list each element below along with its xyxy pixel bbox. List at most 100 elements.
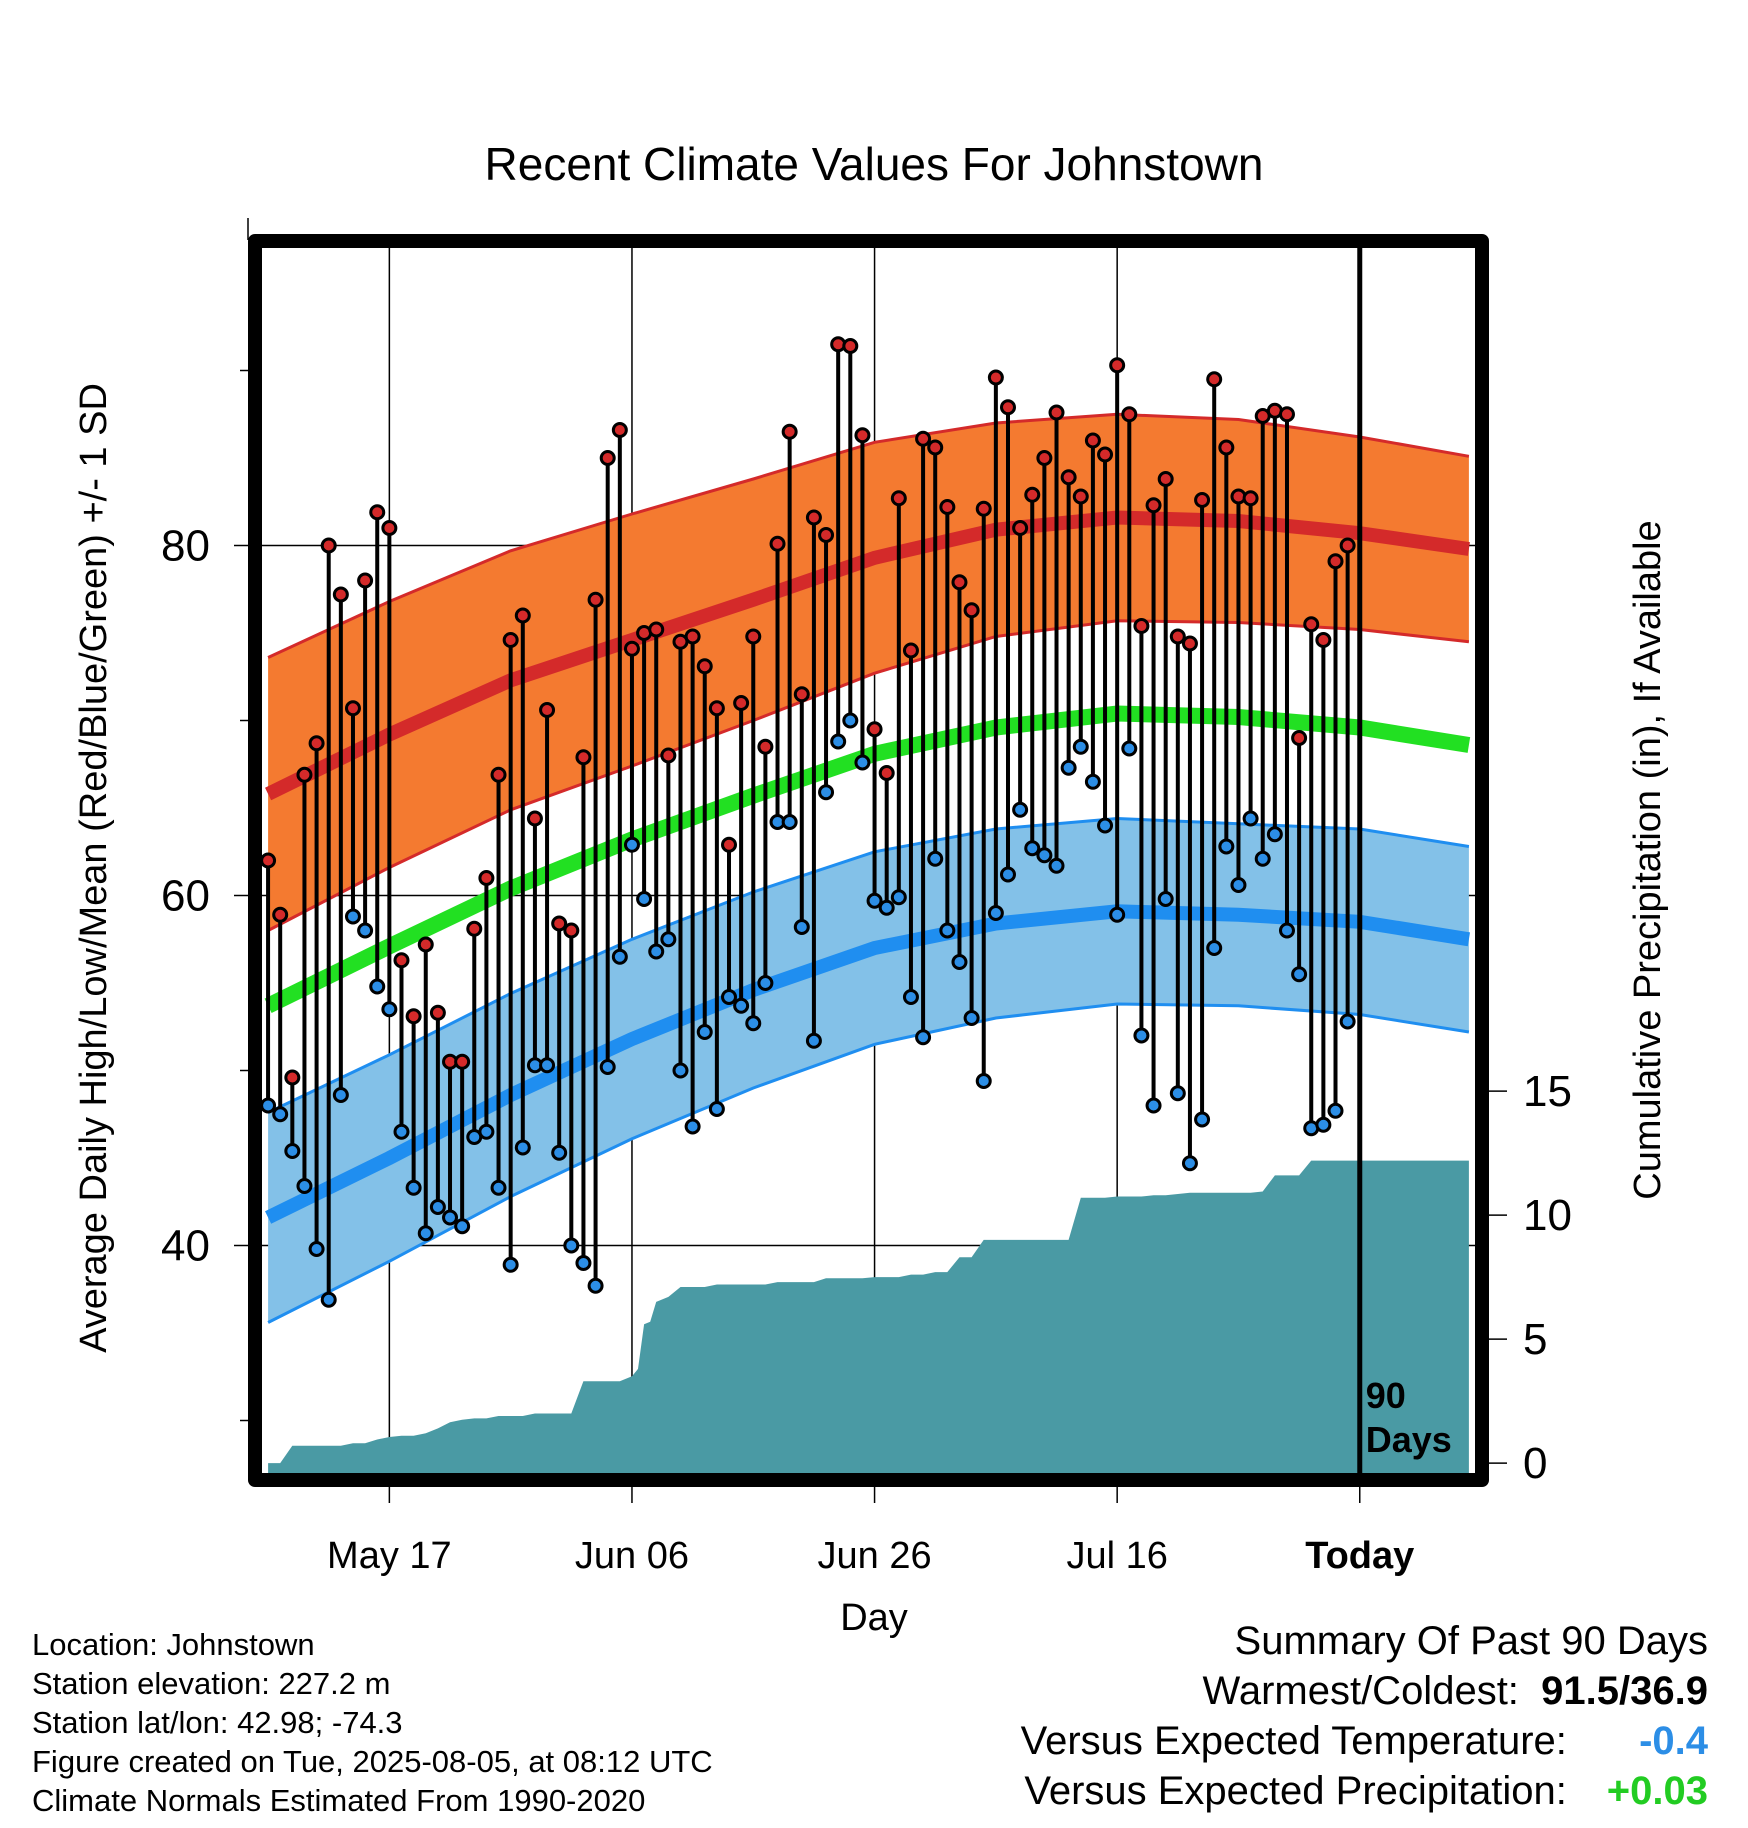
- high-point: [781, 423, 798, 440]
- high-point: [1157, 471, 1174, 487]
- low-point: [1315, 1116, 1332, 1133]
- low-point: [1121, 740, 1138, 757]
- low-point: [1327, 1102, 1344, 1119]
- low-point: [733, 997, 750, 1014]
- low-point: [514, 1139, 531, 1156]
- high-point: [1242, 490, 1259, 507]
- low-point: [1169, 1085, 1186, 1102]
- high-point: [539, 702, 556, 718]
- high-point: [1024, 486, 1041, 503]
- high-point: [1048, 404, 1065, 421]
- created-text: Figure created on Tue, 2025-08-05, at 08…: [32, 1744, 713, 1779]
- low-point: [1048, 857, 1065, 874]
- low-point: [344, 908, 361, 925]
- low-point: [1145, 1097, 1162, 1114]
- low-point: [890, 889, 907, 906]
- x-tick-label-1: Jun 06: [575, 1535, 689, 1577]
- high-point: [1097, 446, 1114, 463]
- low-point: [599, 1059, 616, 1075]
- low-point: [429, 1199, 446, 1215]
- high-point: [611, 422, 628, 438]
- normals-text: Climate Normals Estimated From 1990-2020: [32, 1783, 646, 1818]
- high-point: [344, 700, 361, 717]
- high-point: [951, 574, 968, 591]
- warm-cold-label: Warmest/Coldest:: [1202, 1669, 1519, 1713]
- low-point: [636, 891, 653, 907]
- high-point: [866, 721, 883, 738]
- low-point: [684, 1118, 701, 1135]
- low-point: [1036, 847, 1053, 864]
- low-point: [611, 948, 628, 965]
- low-point: [587, 1277, 604, 1294]
- high-point: [987, 369, 1004, 386]
- low-point: [1157, 891, 1174, 907]
- precip-anomaly-label: Versus Expected Precipitation:: [1024, 1769, 1567, 1813]
- high-point: [1109, 357, 1126, 374]
- low-point: [1230, 877, 1247, 893]
- low-point: [696, 1024, 713, 1040]
- high-point: [1060, 469, 1077, 486]
- high-point: [1169, 628, 1186, 645]
- low-point: [866, 892, 883, 909]
- high-point: [514, 607, 531, 624]
- low-point: [818, 784, 835, 801]
- high-point: [1218, 439, 1235, 456]
- low-point: [1084, 773, 1101, 790]
- high-point: [551, 915, 568, 932]
- high-point: [1133, 618, 1150, 634]
- y-tick-label-1: 60: [161, 872, 210, 921]
- high-point: [466, 920, 483, 937]
- low-point: [1254, 850, 1271, 867]
- high-point: [1194, 492, 1211, 508]
- high-point: [1036, 450, 1053, 466]
- high-point: [696, 658, 713, 675]
- low-point: [951, 954, 968, 970]
- high-point: [890, 490, 907, 507]
- high-point: [854, 427, 871, 444]
- low-point: [369, 978, 386, 995]
- y2-tick-label-2: 10: [1523, 1191, 1572, 1240]
- y-axis-label: Average Daily High/Low/Mean (Red/Blue/Gr…: [73, 383, 115, 1353]
- low-point: [417, 1225, 434, 1242]
- low-sd-band: [268, 818, 1469, 1323]
- low-point: [963, 1010, 980, 1026]
- high-point: [939, 499, 956, 515]
- high-point: [1181, 635, 1198, 652]
- high-point: [1012, 520, 1029, 536]
- high-point: [1303, 616, 1320, 633]
- low-point: [308, 1241, 325, 1257]
- slash-separator: /: [1619, 1669, 1631, 1713]
- high-point: [660, 747, 677, 764]
- high-point: [599, 450, 616, 466]
- low-point: [262, 1097, 277, 1114]
- low-point: [623, 836, 640, 853]
- low-point: [1072, 738, 1089, 755]
- high-point: [563, 922, 580, 939]
- low-point: [442, 1209, 459, 1226]
- high-point: [502, 632, 519, 648]
- low-point: [381, 1001, 398, 1018]
- low-point: [272, 1106, 289, 1123]
- high-point: [284, 1069, 301, 1086]
- low-point: [1109, 906, 1126, 923]
- precip-anomaly-row: Versus Expected Precipitation: +0.03: [1021, 1766, 1708, 1816]
- high-point: [587, 591, 604, 608]
- x-tick-label-2: Jun 26: [818, 1535, 932, 1577]
- low-point: [551, 1144, 568, 1161]
- high-point: [927, 439, 944, 456]
- low-point: [1097, 817, 1114, 834]
- high-point: [915, 430, 932, 447]
- high-point: [721, 836, 738, 853]
- low-point: [975, 1073, 992, 1089]
- x-axis-label: Day: [840, 1597, 908, 1639]
- high-point: [429, 1004, 446, 1021]
- low-point: [805, 1032, 822, 1049]
- low-point: [793, 919, 810, 935]
- high-point: [1121, 406, 1138, 423]
- high-point: [999, 399, 1016, 416]
- low-point: [745, 1015, 762, 1032]
- y2-tick-label-1: 5: [1523, 1315, 1547, 1364]
- low-point: [927, 850, 944, 867]
